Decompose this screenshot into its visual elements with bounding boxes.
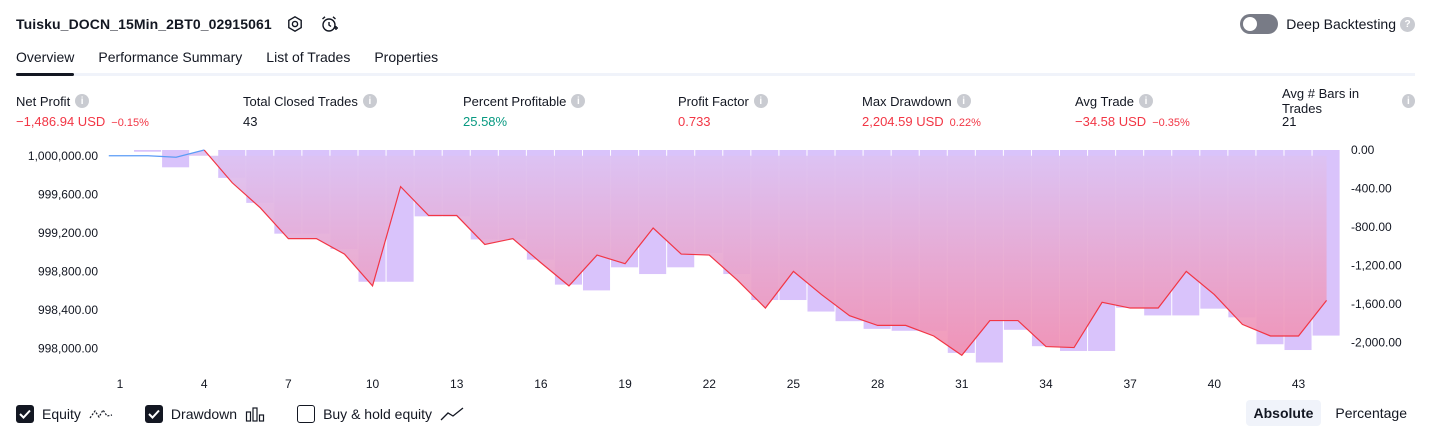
legend-drawdown[interactable]: Drawdown	[144, 405, 265, 423]
info-icon[interactable]: i	[1139, 94, 1154, 108]
help-icon[interactable]: ?	[1400, 16, 1415, 32]
right-axis-tick-label: -1,200.00	[1351, 258, 1402, 272]
drawdown-checkbox[interactable]	[144, 405, 163, 423]
right-axis-tick-label: -1,600.00	[1351, 297, 1402, 311]
equity-area	[108, 150, 1327, 356]
deep-backtesting-label: Deep Backtesting	[1286, 16, 1396, 32]
equity-checkbox[interactable]	[16, 405, 34, 423]
metric-total-closed-trades: Total Closed Trades i 43	[243, 93, 377, 129]
left-axis-tick-label: 998,000.00	[38, 342, 98, 356]
metric-value: 21	[1282, 114, 1297, 129]
metric-label: Avg # Bars in Trades	[1282, 86, 1360, 116]
metric-label: Max Drawdown	[862, 93, 952, 109]
metric-label: Net Profit	[16, 93, 71, 109]
metric-value: 0.733	[678, 114, 711, 129]
x-axis-tick-label: 25	[787, 377, 801, 391]
strategy-header: Tuisku_DOCN_15Min_2BT0_02915061	[16, 12, 340, 36]
x-axis-tick-label: 10	[366, 377, 380, 391]
legend-label: Equity	[42, 406, 81, 422]
info-icon[interactable]: i	[956, 94, 971, 108]
metric-percent: −0.15%	[111, 117, 149, 129]
x-axis-tick-label: 1	[117, 377, 124, 391]
metric-label: Profit Factor	[678, 93, 749, 109]
bar-chart-icon	[245, 406, 265, 422]
metric-max-drawdown: Max Drawdown i 2,204.59 USD 0.22%	[862, 93, 981, 130]
x-axis-tick-label: 43	[1292, 377, 1306, 391]
metric-percent-profitable: Percent Profitable i 25.58%	[463, 93, 586, 129]
left-axis-tick-label: 998,400.00	[38, 303, 98, 317]
right-axis-tick-label: 0.00	[1351, 143, 1375, 157]
settings-icon[interactable]	[284, 13, 306, 35]
metric-avg-trade: Avg Trade i −34.58 USD −0.35%	[1075, 93, 1190, 130]
strategy-title: Tuisku_DOCN_15Min_2BT0_02915061	[16, 16, 272, 32]
chart-legend: Equity Drawdown Buy & hold equity	[16, 402, 496, 426]
x-axis-tick-label: 22	[703, 377, 717, 391]
equity-chart[interactable]: 1,000,000.00 999,600.00 999,200.00 998,800.…	[0, 140, 1431, 392]
metric-value: 2,204.59 USD	[862, 114, 944, 129]
left-axis-tick-label: 999,200.00	[38, 226, 98, 240]
tab-properties[interactable]: Properties	[374, 49, 439, 65]
x-axis-tick-label: 19	[618, 377, 632, 391]
tab-performance-summary[interactable]: Performance Summary	[98, 49, 243, 65]
info-icon[interactable]: i	[571, 94, 586, 108]
metric-percent: 0.22%	[949, 117, 981, 129]
drawdown-bar	[134, 150, 162, 152]
metric-value: 43	[243, 114, 258, 129]
tab-bar: Overview Performance Summary List of Tra…	[16, 44, 1415, 76]
left-axis-tick-label: 999,600.00	[38, 187, 98, 201]
x-axis-tick-label: 37	[1123, 377, 1137, 391]
legend-label: Buy & hold equity	[323, 406, 433, 422]
metric-percent: −0.35%	[1152, 117, 1190, 129]
legend-equity[interactable]: Equity	[16, 405, 113, 423]
info-icon[interactable]: i	[362, 94, 377, 108]
toggle-knob	[1243, 17, 1258, 31]
right-axis-tick-label: -2,000.00	[1351, 335, 1402, 349]
tab-overview[interactable]: Overview	[16, 44, 75, 76]
x-axis-tick-label: 16	[534, 377, 548, 391]
metric-label: Avg Trade	[1075, 93, 1135, 109]
legend-buy-hold-equity[interactable]: Buy & hold equity	[297, 405, 464, 423]
x-axis-tick-label: 4	[201, 377, 208, 391]
metric-value: −1,486.94 USD	[16, 114, 106, 129]
deep-backtesting-toggle[interactable]	[1240, 14, 1279, 34]
trend-line-icon	[440, 406, 464, 422]
drawdown-bar	[162, 150, 190, 168]
metric-avg-bars-in-trades: Avg # Bars in Trades i 21	[1282, 86, 1415, 129]
x-axis-tick-label: 7	[285, 377, 292, 391]
left-axis-tick-label: 1,000,000.00	[28, 149, 98, 163]
x-axis-tick-label: 34	[1039, 377, 1053, 391]
scale-switch: Absolute Percentage	[1240, 400, 1416, 426]
metric-value: −34.58 USD	[1075, 114, 1147, 129]
legend-label: Drawdown	[170, 406, 238, 422]
x-axis-tick-label: 13	[450, 377, 464, 391]
metrics-row: Net Profit i −1,486.94 USD −0.15% Total Cl…	[16, 86, 1415, 133]
equity-line	[203, 149, 1328, 357]
percentage-button[interactable]: Percentage	[1335, 405, 1407, 421]
absolute-button[interactable]: Absolute	[1245, 400, 1322, 426]
x-axis-tick-label: 40	[1208, 377, 1222, 391]
metric-value: 25.58%	[463, 114, 508, 129]
right-axis-tick-label: -800.00	[1351, 220, 1392, 234]
deep-backtesting: Deep Backtesting ?	[1240, 12, 1415, 36]
metric-net-profit: Net Profit i −1,486.94 USD −0.15%	[16, 93, 149, 130]
right-axis-tick-label: -400.00	[1351, 181, 1392, 195]
info-icon[interactable]: i	[75, 94, 90, 108]
metric-profit-factor: Profit Factor i 0.733	[678, 93, 768, 129]
tab-list-of-trades[interactable]: List of Trades	[266, 49, 351, 65]
info-icon[interactable]: i	[1401, 94, 1415, 108]
metric-label: Total Closed Trades	[243, 93, 358, 109]
equity-line-start	[108, 149, 205, 158]
x-axis-tick-label: 28	[871, 377, 885, 391]
info-icon[interactable]: i	[753, 94, 768, 108]
metric-label: Percent Profitable	[463, 93, 567, 109]
x-axis-tick-label: 31	[955, 377, 969, 391]
equity-line-icon	[89, 406, 113, 422]
buy-hold-checkbox[interactable]	[297, 405, 316, 423]
left-axis-tick-label: 998,800.00	[38, 264, 98, 278]
add-alert-icon[interactable]	[318, 13, 340, 35]
